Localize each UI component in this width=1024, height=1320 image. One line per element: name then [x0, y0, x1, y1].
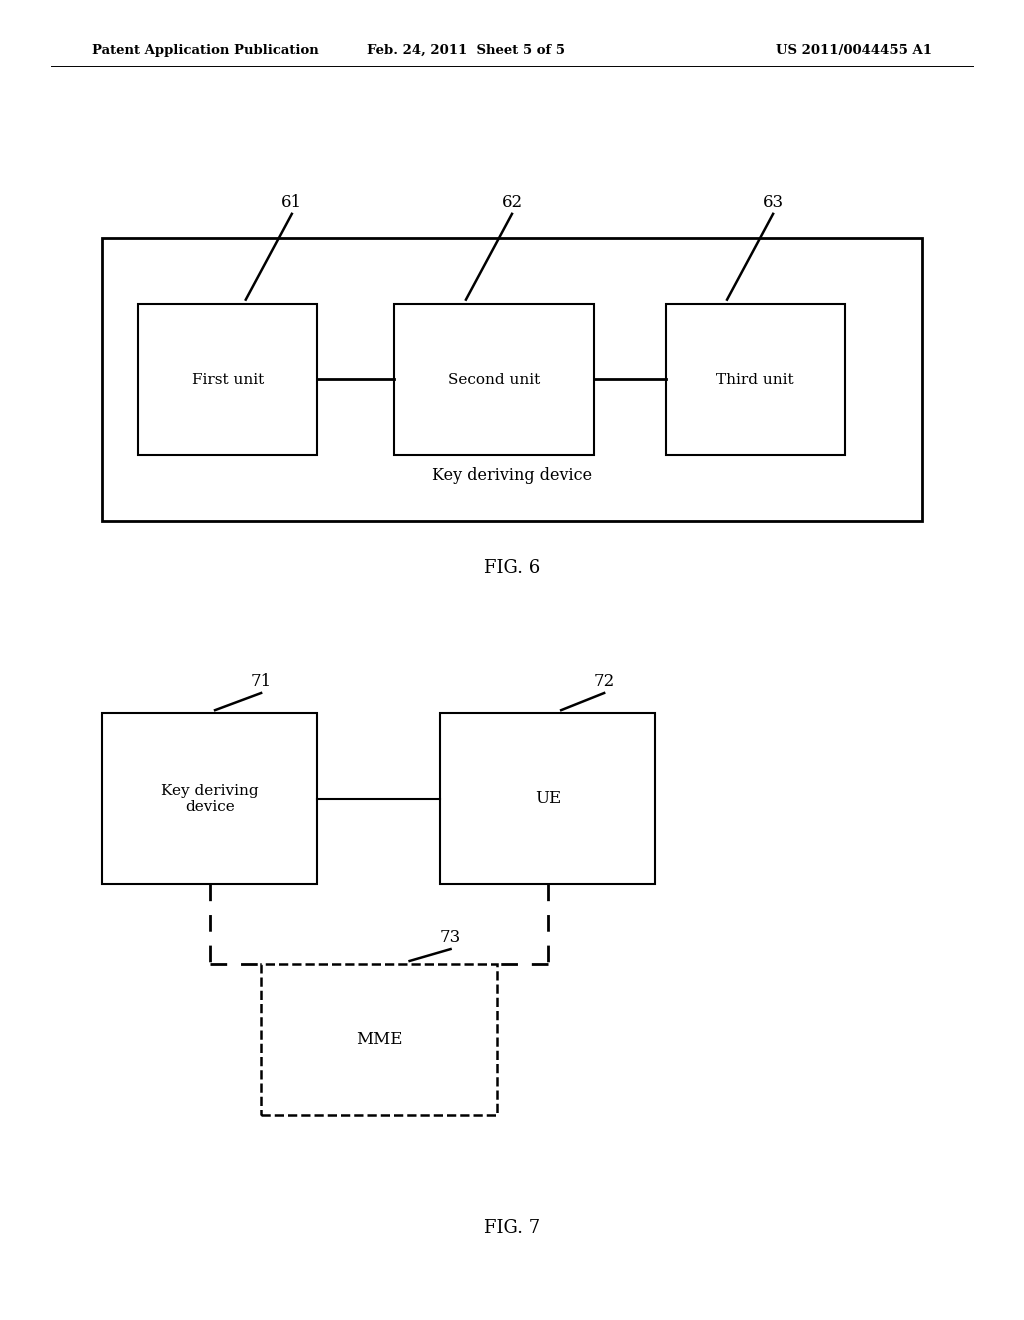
Text: 61: 61: [282, 194, 302, 211]
Bar: [102, 238, 922, 521]
Text: Second unit: Second unit: [447, 372, 541, 387]
Text: 72: 72: [594, 673, 614, 690]
Text: 71: 71: [251, 673, 271, 690]
Bar: [394, 304, 594, 455]
Text: 73: 73: [440, 929, 461, 946]
Text: FIG. 6: FIG. 6: [484, 558, 540, 577]
Text: US 2011/0044455 A1: US 2011/0044455 A1: [776, 44, 932, 57]
Bar: [440, 713, 655, 884]
Text: 63: 63: [763, 194, 783, 211]
Text: Patent Application Publication: Patent Application Publication: [92, 44, 318, 57]
Text: UE: UE: [535, 791, 561, 807]
Text: Third unit: Third unit: [717, 372, 794, 387]
Text: Feb. 24, 2011  Sheet 5 of 5: Feb. 24, 2011 Sheet 5 of 5: [367, 44, 565, 57]
Text: Key deriving
device: Key deriving device: [161, 784, 259, 813]
Text: Key deriving device: Key deriving device: [432, 467, 592, 484]
Text: First unit: First unit: [191, 372, 264, 387]
Bar: [261, 964, 497, 1115]
Bar: [138, 304, 317, 455]
Text: 62: 62: [502, 194, 522, 211]
Text: FIG. 7: FIG. 7: [484, 1218, 540, 1237]
Bar: [666, 304, 845, 455]
Text: MME: MME: [355, 1031, 402, 1048]
Bar: [102, 713, 317, 884]
